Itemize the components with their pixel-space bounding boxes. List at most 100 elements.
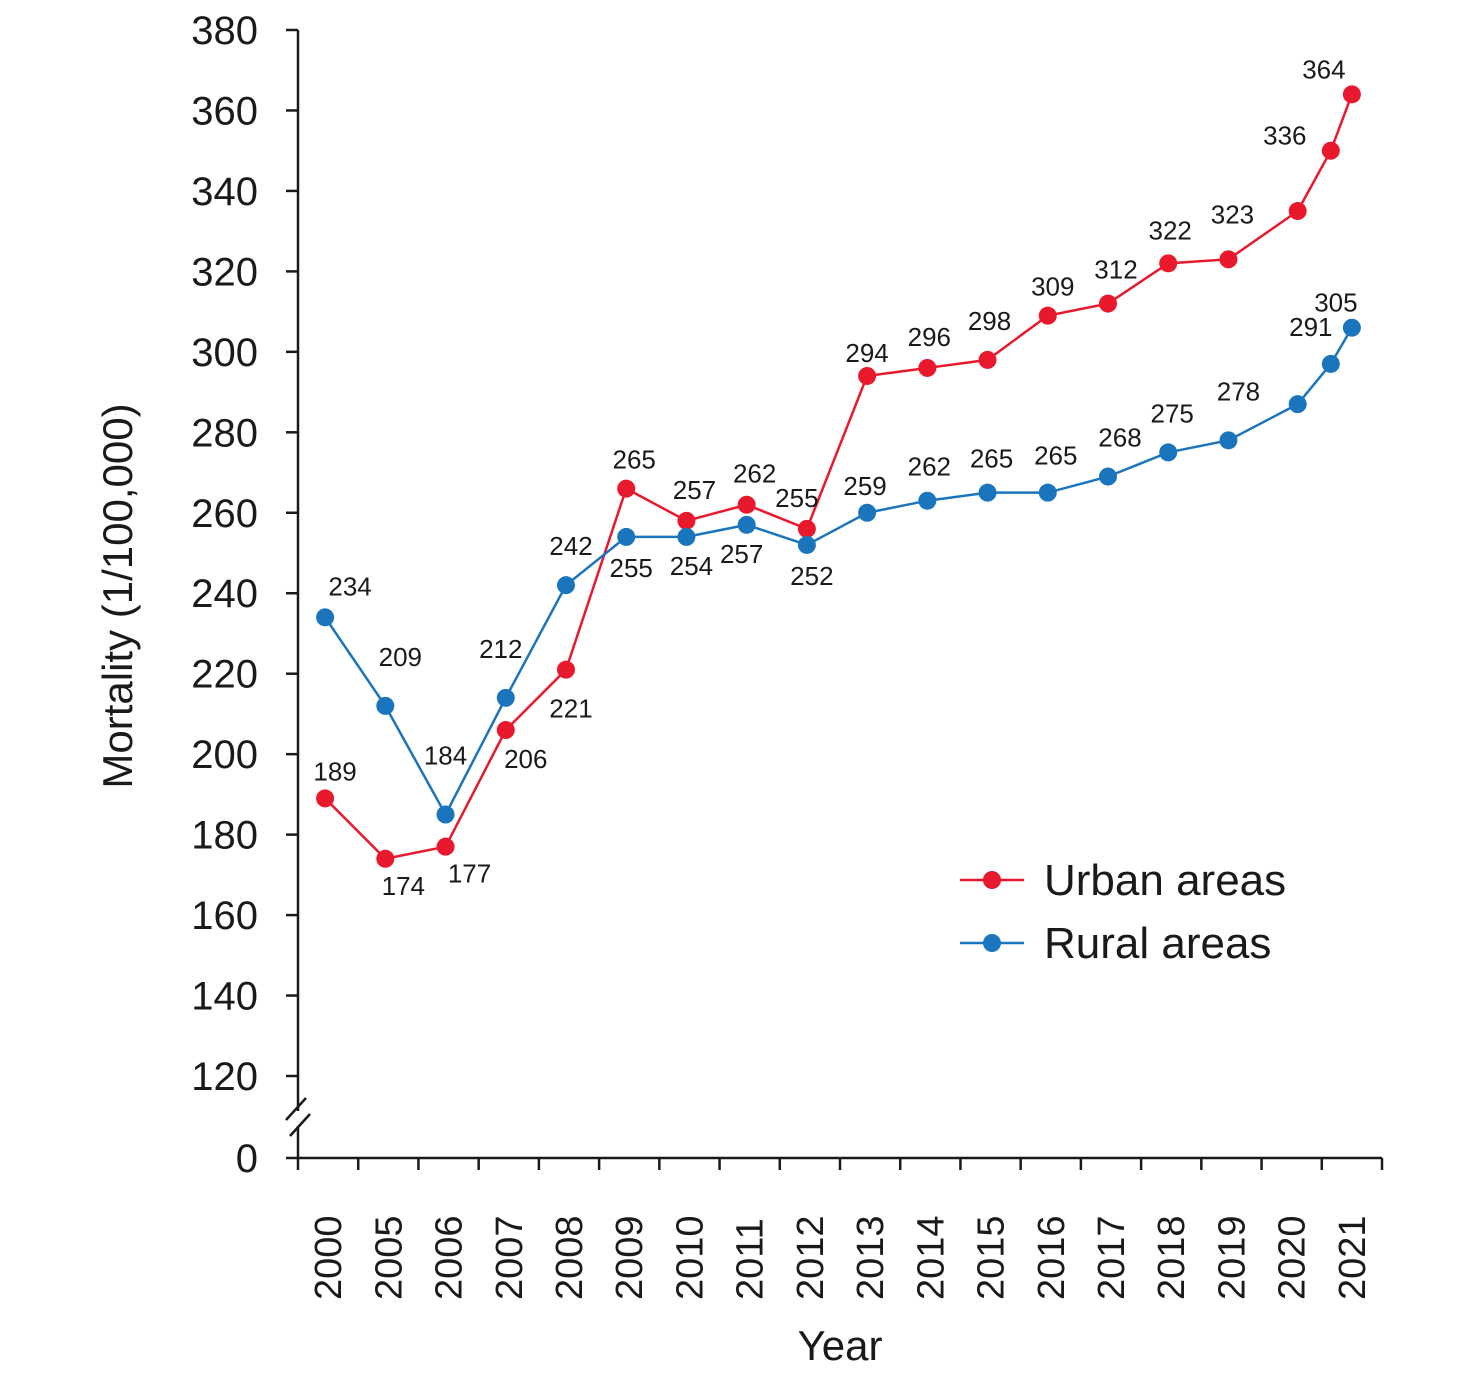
rural-data-label: 184: [424, 741, 467, 771]
urban-data-label: 257: [673, 475, 716, 505]
y-tick-label: 300: [191, 331, 258, 375]
x-tick-label: 2008: [549, 1215, 591, 1300]
rural-data-label: 265: [970, 444, 1013, 474]
x-tick-label: 2016: [1031, 1215, 1073, 1300]
y-tick-label: 320: [191, 250, 258, 294]
urban-data-label: 262: [733, 459, 776, 489]
x-tick-label: 2011: [730, 1218, 772, 1300]
rural-data-point: [1038, 483, 1057, 502]
rural-data-point: [1159, 443, 1178, 462]
rural-data-label: 257: [720, 539, 763, 569]
rural-data-point: [1342, 318, 1361, 337]
urban-data-label: 189: [313, 756, 356, 786]
rural-data-point: [556, 576, 575, 595]
rural-data-point: [1098, 467, 1117, 486]
urban-data-label: 309: [1031, 272, 1074, 302]
legend-urban-marker: [983, 871, 1001, 889]
urban-data-label: 221: [549, 694, 592, 724]
urban-data-point: [1098, 294, 1117, 313]
legend-rural-marker: [983, 934, 1001, 952]
axis-break-mark: [285, 1097, 307, 1121]
urban-data-point: [918, 358, 937, 377]
urban-data-label: 312: [1094, 255, 1137, 285]
y-tick-label: 0: [236, 1137, 258, 1181]
rural-data-label: 268: [1098, 423, 1141, 453]
x-tick-label: 2006: [429, 1215, 471, 1300]
urban-data-point: [677, 511, 696, 530]
urban-data-label: 265: [613, 445, 656, 475]
urban-data-point: [1321, 141, 1340, 160]
urban-data-point: [496, 721, 515, 740]
legend: Urban areas Rural areas: [960, 856, 1286, 968]
x-tick-label: 2007: [489, 1215, 531, 1300]
urban-data-label: 296: [908, 322, 951, 352]
y-tick-label: 140: [191, 975, 258, 1019]
urban-data-label: 298: [968, 306, 1011, 336]
rural-data-label: 255: [610, 553, 653, 583]
y-tick-label: 360: [191, 89, 258, 133]
urban-data-label: 255: [775, 483, 818, 513]
x-tick-label: 2013: [850, 1215, 892, 1300]
urban-data-label: 206: [504, 744, 547, 774]
rural-data-label: 252: [790, 561, 833, 591]
rural-data-point: [1321, 354, 1340, 373]
rural-data-point: [677, 527, 696, 546]
x-tick-label: 2012: [790, 1215, 832, 1300]
urban-data-point: [376, 849, 395, 868]
rural-data-label: 234: [328, 571, 371, 601]
urban-data-point: [858, 366, 877, 385]
urban-data-point: [556, 660, 575, 679]
rural-data-point: [858, 503, 877, 522]
y-axis-title: Mortality (1/100,000): [94, 403, 141, 788]
series-lines: [316, 85, 1361, 868]
x-tick-label: 2010: [669, 1215, 711, 1300]
x-tick-label: 2019: [1211, 1215, 1253, 1300]
x-tick-label: 2020: [1272, 1215, 1314, 1300]
rural-data-point: [617, 527, 636, 546]
legend-urban-label: Urban areas: [1044, 856, 1286, 905]
urban-data-label: 294: [845, 338, 888, 368]
urban-data-point: [436, 837, 455, 856]
axes: 0 120 140 160 180 200 220 240 260 280 300 320 340 360…: [94, 9, 1384, 1369]
rural-data-label: 242: [549, 531, 592, 561]
rural-data-label: 262: [908, 452, 951, 482]
urban-data-point: [617, 479, 636, 498]
urban-data-label: 322: [1149, 215, 1192, 245]
urban-data-point: [1159, 254, 1178, 273]
rural-data-label: 254: [670, 551, 713, 581]
rural-data-label: 259: [843, 471, 886, 501]
urban-data-point: [978, 350, 997, 369]
x-tick-label: 2000: [308, 1215, 350, 1300]
x-tick-label: 2017: [1091, 1215, 1133, 1300]
x-tick-label: 2015: [971, 1215, 1013, 1300]
y-tick-label: 220: [191, 653, 258, 697]
x-tick-label: 2014: [910, 1215, 952, 1300]
y-tick-label: 180: [191, 814, 258, 858]
rural-data-label: 275: [1151, 398, 1194, 428]
urban-data-point: [1038, 306, 1057, 325]
y-tick-label: 240: [191, 572, 258, 616]
urban-data-point: [797, 519, 816, 538]
urban-series-line: [324, 93, 1354, 861]
rural-data-point: [1288, 395, 1307, 414]
rural-data-point: [496, 688, 515, 707]
y-tick-label: 120: [191, 1055, 258, 1099]
rural-data-label: 209: [379, 642, 422, 672]
rural-data-point: [376, 696, 395, 715]
rural-data-point: [978, 483, 997, 502]
urban-data-point: [1288, 202, 1307, 221]
urban-data-label: 174: [382, 871, 425, 901]
y-tick-label: 160: [191, 894, 258, 938]
urban-data-point: [316, 789, 335, 808]
urban-data-label: 323: [1211, 199, 1254, 229]
rural-data-point: [436, 805, 455, 824]
x-tick-label: 2009: [609, 1215, 651, 1300]
urban-data-point: [1219, 250, 1238, 269]
x-tick-label: 2018: [1151, 1215, 1193, 1300]
rural-data-point: [316, 608, 335, 627]
legend-rural-label: Rural areas: [1044, 919, 1271, 968]
x-tick-label: 2021: [1332, 1215, 1374, 1300]
